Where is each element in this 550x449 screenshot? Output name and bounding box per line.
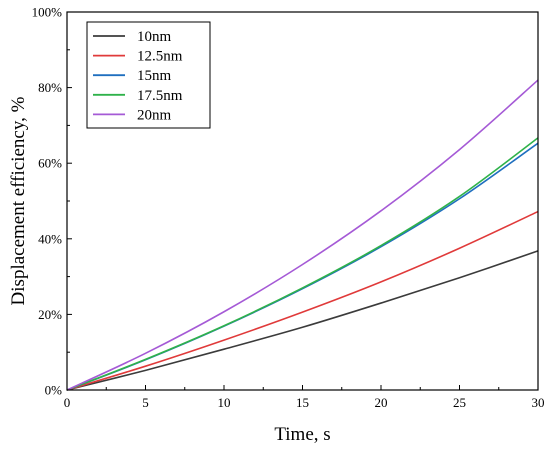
legend-label-1: 12.5nm [137, 49, 183, 65]
y-tick-label: 0% [45, 383, 63, 398]
x-tick-label: 5 [142, 395, 149, 410]
series-line-0 [66, 250, 539, 391]
ticks-layer: 0 5 10 15 20 25 30 0% 20% 40% 60% 80% 100% [32, 5, 545, 411]
y-tick-label: 20% [38, 307, 62, 322]
y-tick-label: 80% [38, 80, 62, 95]
y-axis-title: Displacement efficiency, % [8, 96, 29, 305]
x-tick-label: 20 [375, 395, 388, 410]
legend-label-4: 20nm [137, 107, 172, 123]
y-tick-label: 40% [38, 231, 62, 246]
series-layer [66, 79, 539, 391]
x-axis-title: Time, s [274, 424, 330, 445]
legend-label-2: 15nm [137, 68, 172, 84]
x-tick-label: 10 [218, 395, 231, 410]
legend: 10nm 12.5nm 15nm 17.5nm 20nm [86, 21, 211, 129]
x-tick-label: 15 [296, 395, 309, 410]
legend-label-0: 10nm [137, 29, 172, 45]
series-line-3 [66, 137, 539, 391]
legend-label-3: 17.5nm [137, 88, 183, 104]
x-tick-label: 0 [64, 395, 71, 410]
series-line-4 [66, 79, 539, 391]
y-tick-label: 100% [32, 5, 63, 20]
series-line-1 [66, 210, 539, 391]
series-line-2 [66, 142, 539, 391]
x-tick-label: 25 [453, 395, 466, 410]
y-tick-label: 60% [38, 156, 62, 171]
x-tick-label: 30 [532, 395, 545, 410]
